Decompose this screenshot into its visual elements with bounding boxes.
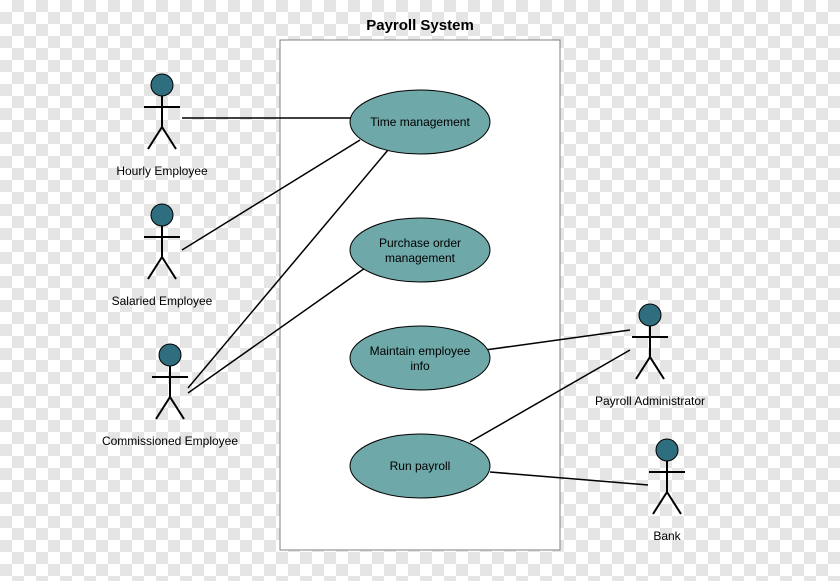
actor-label: Hourly Employee bbox=[116, 164, 208, 178]
usecase-ellipse bbox=[350, 326, 490, 390]
usecase-label: Time management bbox=[370, 115, 470, 129]
actor-leg bbox=[667, 492, 681, 514]
diagram-title: Payroll System bbox=[366, 17, 474, 34]
diagram-canvas: Payroll System Time management Purchase o… bbox=[0, 0, 840, 581]
actor-bank: Bank bbox=[649, 439, 685, 543]
actor-leg bbox=[162, 257, 176, 279]
actor-hourly: Hourly Employee bbox=[116, 74, 208, 178]
actor-comm: Commissioned Employee bbox=[102, 344, 238, 448]
actor-leg bbox=[148, 257, 162, 279]
actor-head-icon bbox=[151, 74, 173, 96]
usecase-label: Purchase order bbox=[379, 236, 461, 250]
usecase-label: management bbox=[385, 251, 456, 265]
actor-leg bbox=[170, 397, 184, 419]
actor-head-icon bbox=[639, 304, 661, 326]
actor-label: Payroll Administrator bbox=[595, 394, 705, 408]
usecase-maintain: Maintain employeeinfo bbox=[350, 326, 490, 390]
usecase-ellipse bbox=[350, 218, 490, 282]
actor-leg bbox=[162, 127, 176, 149]
actor-head-icon bbox=[151, 204, 173, 226]
usecase-run: Run payroll bbox=[350, 434, 490, 498]
actor-salaried: Salaried Employee bbox=[112, 204, 213, 308]
actor-leg bbox=[653, 492, 667, 514]
actor-label: Salaried Employee bbox=[112, 294, 213, 308]
usecase-label: Run payroll bbox=[390, 459, 451, 473]
actor-admin: Payroll Administrator bbox=[595, 304, 705, 408]
actor-leg bbox=[636, 357, 650, 379]
usecase-po: Purchase ordermanagement bbox=[350, 218, 490, 282]
actor-label: Commissioned Employee bbox=[102, 434, 238, 448]
actor-head-icon bbox=[159, 344, 181, 366]
actor-leg bbox=[148, 127, 162, 149]
actor-head-icon bbox=[656, 439, 678, 461]
actor-leg bbox=[156, 397, 170, 419]
usecase-time: Time management bbox=[350, 90, 490, 154]
actor-leg bbox=[650, 357, 664, 379]
actor-label: Bank bbox=[653, 529, 681, 543]
usecase-label: Maintain employee bbox=[370, 344, 471, 358]
usecase-label: info bbox=[410, 359, 430, 373]
